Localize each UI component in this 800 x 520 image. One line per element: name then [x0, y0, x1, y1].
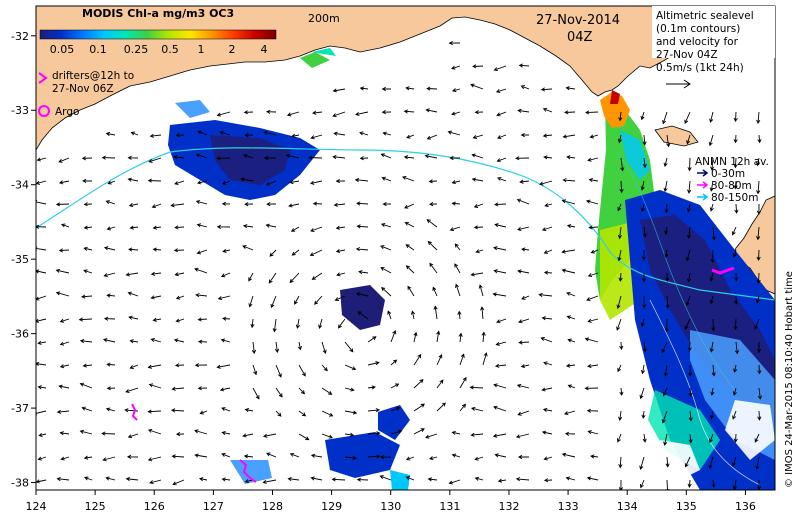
y-axis: -32 -33 -34 -35 -36 -37 -38 — [11, 30, 36, 490]
y-tick-label: -36 — [11, 328, 29, 341]
colorbar-tick-label: 0.5 — [161, 43, 179, 56]
x-tick-label: 128 — [262, 500, 283, 513]
colorbar-tick-label: 1 — [198, 43, 205, 56]
chlorophyll-patch — [725, 400, 775, 460]
drifter-chevron-icon — [38, 72, 48, 84]
colorbar-ticks: 0.05 0.1 0.25 0.5 1 2 4 — [50, 43, 268, 56]
x-tick-label: 129 — [321, 500, 342, 513]
y-tick-label: -34 — [11, 179, 29, 192]
altimetry-note: Altimetric sealevel (0.1m contours) and … — [652, 6, 775, 89]
time-label: 04Z — [567, 30, 593, 45]
drifter-track — [131, 403, 138, 421]
anmn-item-label: 80-150m — [711, 192, 758, 204]
argo-circle-icon — [38, 105, 50, 117]
x-tick-label: 136 — [735, 500, 756, 513]
contour-line — [649, 299, 761, 486]
x-tick-label: 131 — [439, 500, 460, 513]
x-axis: 124 125 126 127 128 129 130 131 132 133 134 135 136 — [26, 490, 756, 513]
x-tick-label: 132 — [498, 500, 519, 513]
y-tick-label: -38 — [11, 477, 29, 490]
y-tick-label: -37 — [11, 402, 29, 415]
drifters-line: 27-Nov 06Z — [52, 83, 114, 95]
x-tick-label: 134 — [617, 500, 638, 513]
drifter-track — [239, 459, 257, 483]
drifters-line: drifters@12h to — [52, 70, 134, 82]
plot-frame — [35, 5, 776, 491]
altimetry-line: Altimetric sealevel — [656, 10, 754, 22]
contour-line — [614, 149, 736, 391]
chlorophyll-patch — [340, 285, 385, 330]
chlorophyll-patch — [325, 432, 400, 478]
chlorophyll-patch — [660, 440, 700, 480]
altimetry-line: (0.1m contours) — [656, 23, 740, 35]
anmn-item-label: 0-30m — [711, 168, 745, 180]
altimetry-line: and velocity for — [656, 36, 739, 48]
velocity-arrow-set — [36, 41, 763, 490]
colorbar: MODIS Chl-a mg/m3 OC3 0.05 0.1 0.25 0.5 1 2 4 — [39, 7, 277, 56]
altimetry-line: 0.5m/s (1kt 24h) — [656, 62, 744, 74]
x-tick-label: 135 — [676, 500, 697, 513]
colorbar-title: MODIS Chl-a mg/m3 OC3 — [82, 7, 234, 20]
chlorophyll-patch — [312, 48, 336, 56]
chlorophyll-patch — [620, 130, 650, 180]
drifter-track — [711, 266, 735, 275]
x-tick-label: 133 — [558, 500, 579, 513]
altimetry-line: 27-Nov 04Z — [656, 49, 718, 61]
land-kangaroo-island — [654, 125, 699, 147]
date-label: 27-Nov-2014 — [536, 13, 620, 28]
colorbar-bar — [39, 29, 277, 40]
x-tick-label: 127 — [203, 500, 224, 513]
chlorophyll-patch — [175, 100, 210, 118]
colorbar-tick-label: 0.1 — [89, 43, 107, 56]
credit-text: © IMOS 24-Mar-2015 08:10:40 Hobart time — [784, 271, 795, 488]
y-tick-label: -33 — [11, 104, 29, 117]
chlorophyll-patch — [610, 90, 620, 104]
chlorophyll-patch — [600, 92, 630, 128]
velocity-arrows — [36, 41, 763, 490]
colorbar-tick-label: 0.25 — [124, 43, 149, 56]
chlorophyll-patch — [378, 405, 410, 440]
land-south-australia — [36, 6, 775, 151]
x-tick-label: 130 — [380, 500, 401, 513]
chlorophyll-layer — [168, 48, 775, 490]
chlorophyll-patch — [230, 460, 272, 484]
colorbar-tick-label: 2 — [229, 43, 236, 56]
anmn-title: ANMN 12h av. — [695, 156, 769, 168]
argo-label: Argo — [55, 106, 79, 118]
y-tick-label: -35 — [11, 253, 29, 266]
anmn-arrow-icon — [697, 193, 709, 201]
drifters-note: drifters@12h to 27-Nov 06Z Argo — [38, 70, 134, 118]
anmn-arrow-icon — [697, 181, 709, 189]
x-tick-label: 126 — [144, 500, 165, 513]
drifter-tracks — [131, 266, 735, 483]
chlorophyll-patch — [390, 470, 410, 490]
colorbar-tick-label: 0.05 — [50, 43, 75, 56]
x-tick-label: 125 — [85, 500, 106, 513]
chlorophyll-patch — [300, 52, 330, 68]
anmn-arrow-icon — [697, 169, 709, 177]
anmn-item-label: 30-80m — [711, 180, 752, 192]
scale-arrow-icon — [666, 79, 691, 89]
y-tick-label: -32 — [11, 30, 29, 43]
isobath-label: 200m — [308, 12, 340, 25]
colorbar-tick-label: 4 — [261, 43, 268, 56]
x-tick-label: 124 — [26, 500, 47, 513]
